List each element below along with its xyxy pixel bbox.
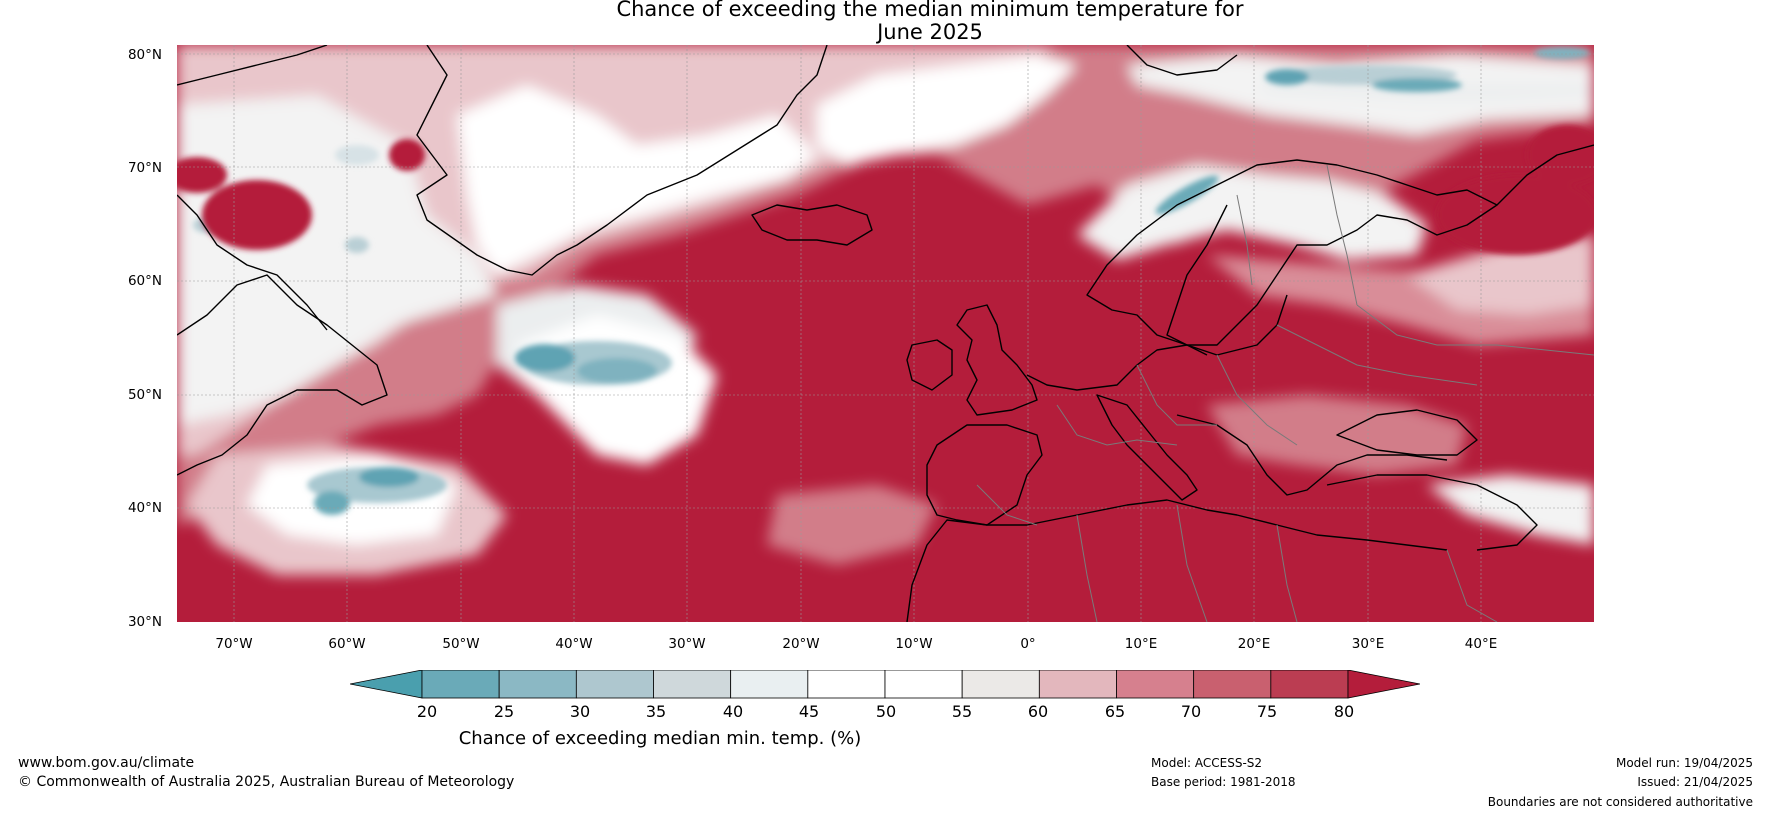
country-borders: [976, 164, 1594, 622]
lat-label: 80°N: [127, 47, 162, 63]
colorbar-tick: 60: [1027, 702, 1049, 721]
north-africa-coast: [906, 499, 1448, 622]
colorbar-tick: 70: [1180, 702, 1202, 721]
footer-model: Model: ACCESS-S2: [1151, 756, 1263, 770]
colorbar-tick: 20: [416, 702, 438, 721]
lat-label: 60°N: [127, 273, 162, 289]
colorbar-segments: [349, 669, 1421, 699]
colorbar-segment: [730, 669, 809, 699]
colorbar-extend-low: [349, 669, 423, 699]
iberia-coast: [926, 424, 1043, 526]
colorbar-tick: 45: [798, 702, 820, 721]
black-sea-coast: [1336, 409, 1478, 456]
footer-issued: Issued: 21/04/2025: [1637, 775, 1753, 789]
novaya-zemlya-coast: [1496, 144, 1594, 206]
title-line-1: Chance of exceeding the median minimum t…: [616, 0, 1244, 21]
greenland-coast: [416, 45, 828, 276]
lon-label: 0°: [1020, 636, 1036, 652]
map-title: Chance of exceeding the median minimum t…: [0, 0, 1770, 44]
labrador-coast: [177, 194, 328, 331]
scandinavia-coast: [1086, 159, 1498, 346]
colorbar-segment: [653, 669, 732, 699]
colorbar-segment: [1270, 669, 1349, 699]
lon-label: 40°W: [555, 636, 593, 652]
colorbar-tick: 80: [1333, 702, 1355, 721]
lon-label: 40°E: [1464, 636, 1498, 652]
colorbar-tick: 35: [645, 702, 667, 721]
lon-label: 50°W: [442, 636, 480, 652]
colorbar-tick: 55: [951, 702, 973, 721]
baffin-coast: [177, 45, 328, 86]
lon-label: 60°W: [328, 636, 366, 652]
low-probability-patches: [193, 47, 1590, 515]
lon-label: 30°W: [668, 636, 706, 652]
colorbar-graphic: [349, 669, 1421, 699]
svalbard-coast: [1126, 45, 1238, 76]
ireland-coast: [906, 339, 953, 391]
colorbar-segment: [961, 669, 1040, 699]
lon-label: 70°W: [215, 636, 253, 652]
lat-label: 50°N: [127, 387, 162, 403]
lon-label: 20°E: [1237, 636, 1271, 652]
colorbar-segment: [575, 669, 654, 699]
colorbar-segment: [807, 669, 886, 699]
lat-label: 40°N: [127, 500, 162, 516]
footer-url: www.bom.gov.au/climate: [18, 755, 195, 771]
probability-map: [177, 45, 1594, 622]
baltic-coast: [1166, 204, 1288, 356]
footer-base-period: Base period: 1981-2018: [1151, 775, 1296, 789]
title-line-2: June 2025: [877, 20, 983, 44]
iceland-coast: [751, 204, 873, 246]
lon-label: 30°E: [1351, 636, 1385, 652]
colorbar-segment: [884, 669, 963, 699]
colorbar-segment: [1116, 669, 1195, 699]
colorbar-extend-high: [1347, 669, 1421, 699]
colorbar-tick: 40: [722, 702, 744, 721]
colorbar-tick: 25: [493, 702, 515, 721]
footer-model-run: Model run: 19/04/2025: [1615, 756, 1753, 770]
anatolia-coast: [1326, 474, 1538, 551]
colorbar-tick: 65: [1104, 702, 1126, 721]
lon-label: 10°W: [895, 636, 933, 652]
colorbar-segment: [498, 669, 577, 699]
footer-copyright: © Commonwealth of Australia 2025, Austra…: [18, 774, 515, 790]
colorbar-segment: [421, 669, 500, 699]
colorbar-tick: 30: [569, 702, 591, 721]
colorbar-tick: 75: [1256, 702, 1278, 721]
map-canvas: [177, 45, 1594, 622]
colorbar-segment: [1193, 669, 1272, 699]
probability-shading: [177, 45, 1594, 575]
colorbar-segment: [1038, 669, 1117, 699]
colorbar-label: Chance of exceeding median min. temp. (%…: [458, 728, 862, 749]
footer-disclaimer: Boundaries are not considered authoritat…: [1487, 795, 1753, 809]
north-america-coast: [177, 274, 388, 476]
lat-label: 70°N: [127, 160, 162, 176]
lon-label: 20°W: [782, 636, 820, 652]
lat-label: 30°N: [127, 614, 162, 630]
western-europe-coast: [1026, 344, 1208, 391]
balkans-coast: [1176, 414, 1448, 496]
graticule: [177, 45, 1594, 622]
colorbar: [349, 669, 1421, 708]
colorbar-tick: 50: [875, 702, 897, 721]
lon-label: 10°E: [1124, 636, 1158, 652]
coastlines: [177, 45, 1594, 622]
great-britain-coast: [956, 304, 1038, 416]
